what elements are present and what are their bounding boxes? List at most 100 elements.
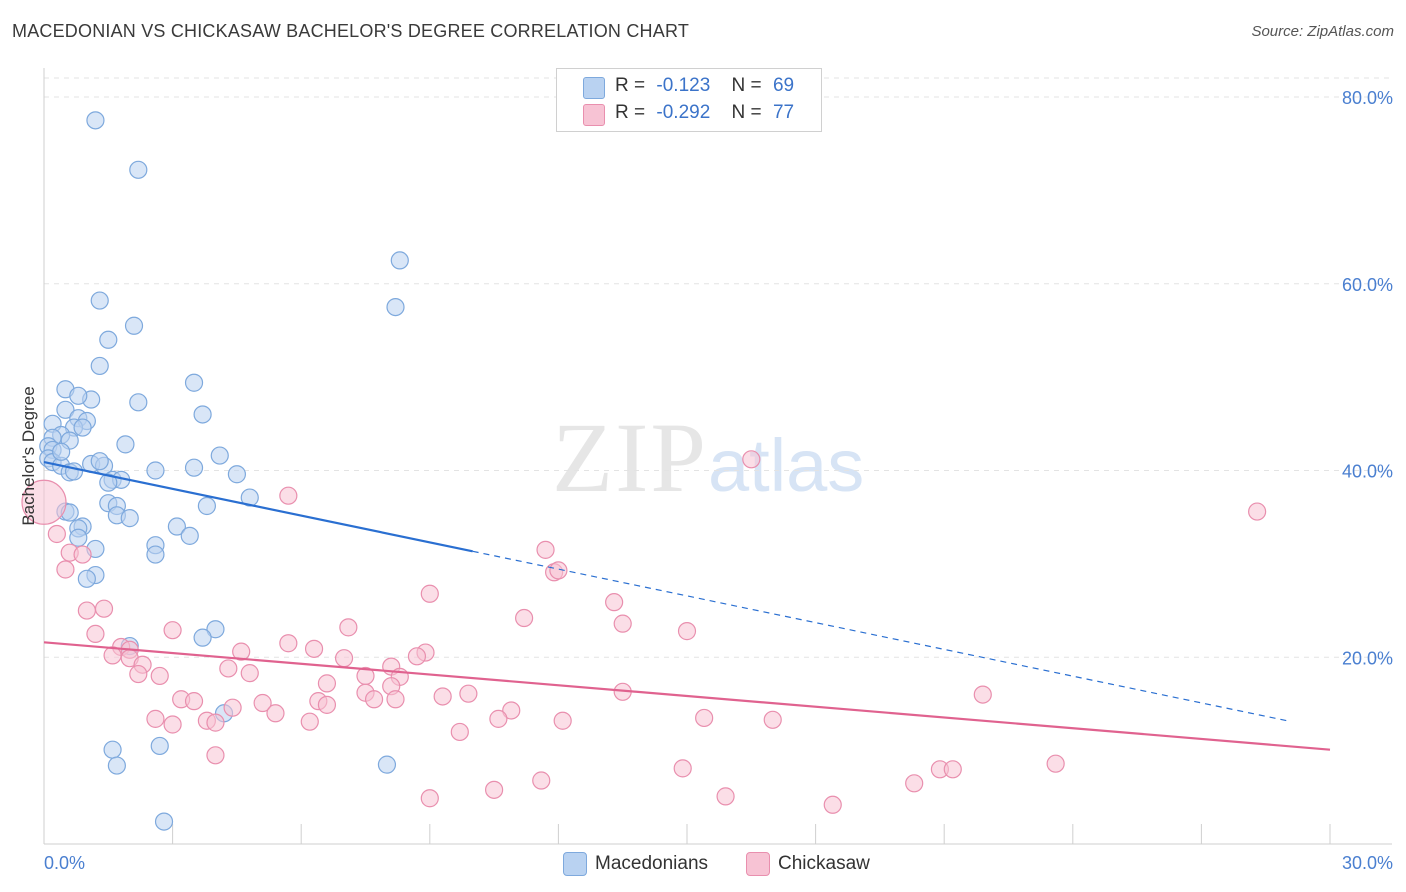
legend-swatch-macedonians <box>583 77 605 99</box>
macedonian-point <box>240 488 259 507</box>
macedonian-point <box>154 812 174 831</box>
chickasaw-points <box>21 450 1267 814</box>
chickasaw-swatch <box>746 852 770 876</box>
chickasaw-point <box>334 649 354 668</box>
macedonian-point <box>210 446 229 465</box>
macedonian-point <box>116 435 135 454</box>
chickasaw-point <box>763 710 782 729</box>
legend-n-label: N = <box>731 75 762 96</box>
macedonian-point <box>184 373 204 392</box>
macedonian-point <box>77 569 96 588</box>
chickasaw-point <box>339 618 358 637</box>
chickasaw-point <box>77 601 96 620</box>
macedonian-point <box>73 418 92 437</box>
chickasaw-point <box>163 621 182 640</box>
chickasaw-point <box>219 659 238 678</box>
chickasaw-point <box>677 622 697 641</box>
macedonian-point <box>193 405 212 424</box>
chickasaw-point <box>386 690 405 709</box>
macedonian-point <box>180 526 199 545</box>
chickasaw-point <box>549 561 568 580</box>
chickasaw-point <box>150 666 169 686</box>
chickasaw-point <box>223 698 242 717</box>
chart-title: MACEDONIAN VS CHICKASAW BACHELOR'S DEGRE… <box>12 21 690 41</box>
macedonians-trend-extension <box>472 550 1288 722</box>
macedonian-point <box>90 356 109 376</box>
macedonian-point <box>129 160 148 179</box>
chickasaw-point <box>716 787 735 806</box>
macedonian-point <box>129 393 148 412</box>
chickasaw-point <box>317 695 337 714</box>
chickasaw-point <box>450 722 469 742</box>
chickasaw-point <box>459 684 478 703</box>
legend-r-label: R = <box>615 102 646 123</box>
chickasaw-point <box>146 709 165 728</box>
macedonian-point <box>206 620 225 639</box>
axes <box>43 68 1392 845</box>
chickasaw-point <box>266 704 285 723</box>
chickasaw-point <box>279 634 298 653</box>
legend-r-label: R = <box>615 75 646 96</box>
chickasaw-point <box>673 759 692 778</box>
chickasaw-point <box>253 693 272 713</box>
chickasaw-label: Chickasaw <box>778 853 870 874</box>
macedonian-point <box>69 386 88 405</box>
grid-lines <box>44 77 1392 658</box>
chickasaw-point <box>489 709 508 728</box>
chickasaw-point <box>86 624 105 644</box>
chickasaw-point <box>420 789 439 808</box>
chickasaw-point <box>206 746 225 765</box>
macedonian-point <box>64 462 84 481</box>
macedonian-point <box>146 461 165 480</box>
macedonians-trend-line <box>43 461 473 553</box>
macedonian-point <box>386 297 405 317</box>
chickasaw-point <box>279 486 298 505</box>
macedonian-point <box>193 628 212 647</box>
chickasaw-point <box>742 450 761 469</box>
macedonian-point <box>69 528 88 547</box>
chickasaw-point <box>206 713 225 732</box>
chickasaw-point <box>240 664 259 683</box>
chickasaw-point <box>56 560 75 579</box>
watermark-atlas: atlas <box>708 424 865 507</box>
x-tick-label-min: 0.0% <box>44 853 85 873</box>
y-tick-label: 80.0% <box>1342 88 1393 108</box>
trend-lines <box>43 461 1331 751</box>
legend-r-value-chickasaw: -0.292 <box>656 102 711 123</box>
macedonian-point <box>99 330 118 349</box>
source-credit: Source: ZipAtlas.com <box>1251 23 1394 40</box>
chickasaw-point <box>163 715 182 734</box>
chickasaw-point <box>407 647 427 666</box>
chickasaw-trend-line <box>43 641 1331 751</box>
macedonian-point <box>56 400 75 419</box>
chickasaw-point <box>485 780 504 799</box>
axis-labels: 20.0% 40.0% 60.0% 80.0% 0.0% 30.0% Bachelor's … <box>19 88 1393 873</box>
chickasaw-point <box>695 708 714 728</box>
y-tick-label: 40.0% <box>1342 462 1393 482</box>
macedonian-point <box>90 291 109 310</box>
macedonian-point <box>146 545 165 564</box>
chickasaw-point <box>613 614 632 633</box>
macedonian-point <box>227 465 246 484</box>
stats-legend: R = -0.123 N = 69 R = -0.292 N = 77 <box>556 68 822 132</box>
chickasaw-point <box>47 524 66 544</box>
chickasaw-point <box>536 540 555 559</box>
chickasaw-point <box>317 674 337 693</box>
macedonian-point <box>99 473 118 492</box>
macedonian-point <box>377 755 397 774</box>
chickasaw-point <box>943 760 962 779</box>
macedonian-point <box>103 740 122 759</box>
macedonian-point <box>390 251 409 270</box>
chickasaw-point <box>605 593 624 612</box>
macedonians-label: Macedonians <box>595 853 709 874</box>
macedonian-point <box>124 316 144 335</box>
chickasaw-point <box>905 774 924 793</box>
macedonian-point <box>120 509 139 528</box>
macedonian-point <box>86 111 105 130</box>
chickasaw-point <box>1248 502 1267 521</box>
chickasaw-point <box>502 701 521 720</box>
macedonian-point <box>197 496 216 516</box>
macedonian-point <box>52 442 71 461</box>
chickasaw-point <box>823 795 842 814</box>
